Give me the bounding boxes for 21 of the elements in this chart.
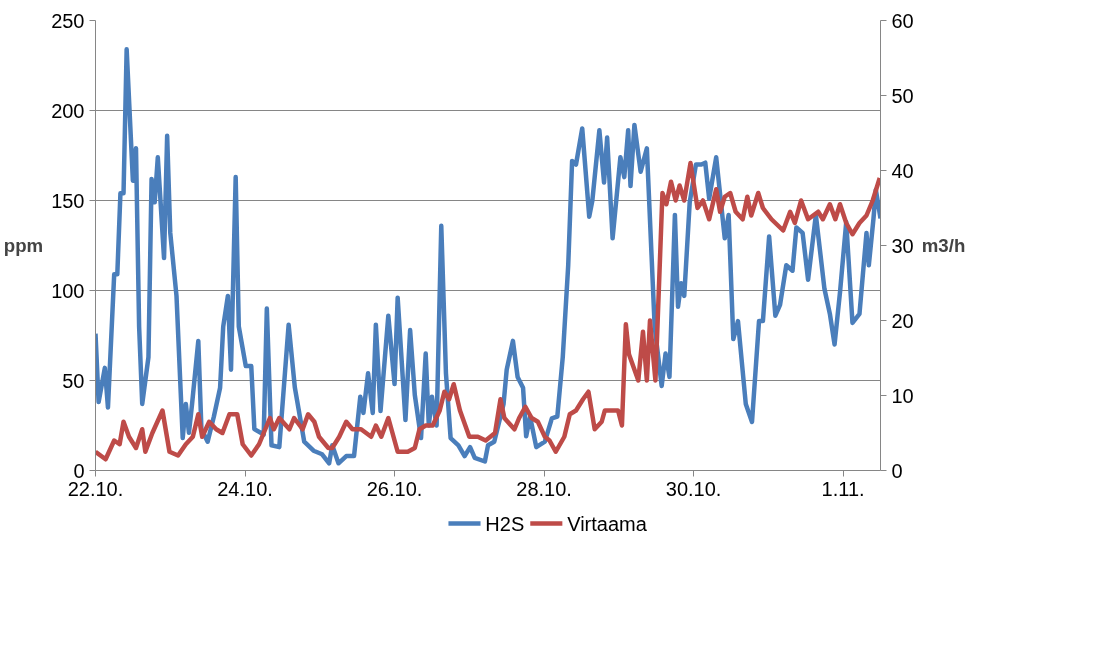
y-tick-label: 100 xyxy=(51,279,85,302)
y2-tick-label: 60 xyxy=(891,9,914,32)
y2-tick-label: 50 xyxy=(891,84,914,107)
x-tick-label: 26.10. xyxy=(366,477,423,500)
legend-label: Virtaama xyxy=(567,512,648,535)
x-tick-label: 30.10. xyxy=(665,477,722,500)
y-tick-label: 50 xyxy=(62,369,85,392)
y2-axis-title: m3/h xyxy=(921,235,966,256)
y2-tick-label: 30 xyxy=(891,234,914,257)
x-tick-label: 1.11. xyxy=(821,477,865,500)
y2-tick-label: 0 xyxy=(891,459,903,482)
y2-tick-label: 10 xyxy=(891,384,914,407)
x-tick-label: 28.10. xyxy=(516,477,572,500)
x-tick-label: 24.10. xyxy=(217,477,273,500)
y-tick-label: 250 xyxy=(51,9,85,32)
legend-label: H2S xyxy=(485,512,525,535)
y2-tick-label: 40 xyxy=(891,159,914,182)
y-axis-title: ppm xyxy=(3,235,44,256)
y2-tick-label: 20 xyxy=(891,309,914,332)
y-tick-label: 200 xyxy=(51,99,85,122)
y-tick-label: 150 xyxy=(51,189,85,212)
